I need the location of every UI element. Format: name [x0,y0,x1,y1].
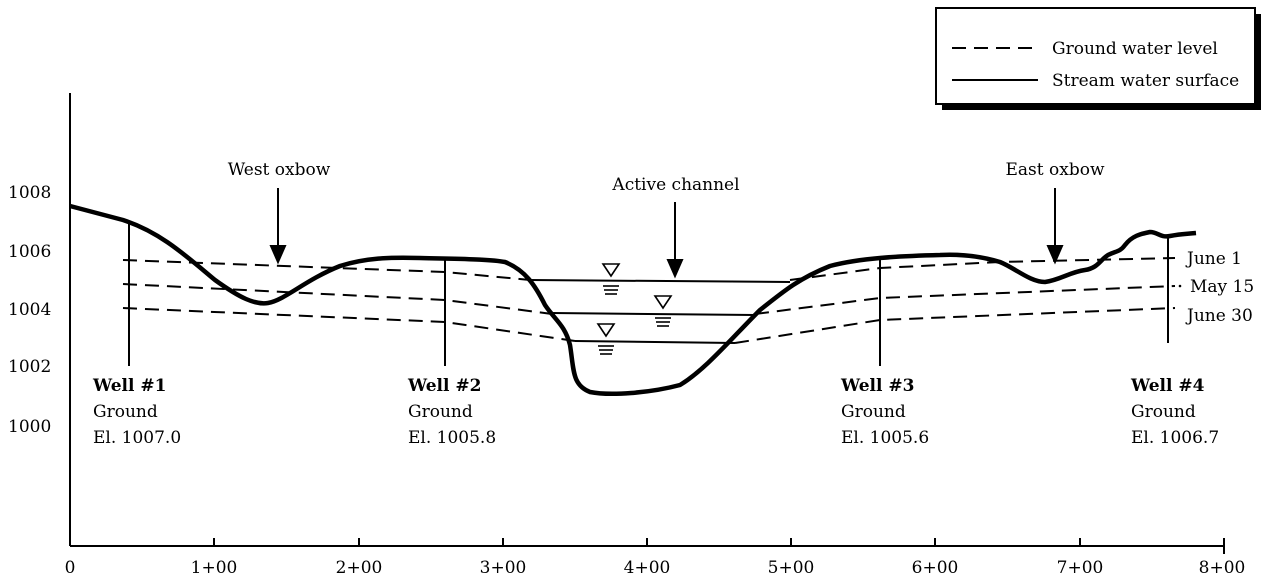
well-lines [128,222,1169,366]
date-label-june1: June 1 [1185,249,1242,269]
east-oxbow-label: East oxbow [1006,160,1105,180]
x-tick-label: 1+00 [191,558,238,577]
x-tick-label: 0 [65,558,76,577]
gw-may15-left [122,283,553,315]
gw-june1-left [122,259,531,281]
axes: 0 1+00 2+00 3+00 4+00 5+00 6+00 7+00 8+0… [8,93,1245,577]
east-oxbow-arrow-head [1046,245,1064,265]
west-oxbow-arrow-head [269,245,287,265]
date-label-june30: June 30 [1185,306,1253,326]
well-4-elevation: El. 1006.7 [1131,428,1219,448]
date-label-may15: May 15 [1190,277,1254,297]
water-surface-symbols [596,263,673,355]
active-channel-label: Active channel [611,175,739,195]
stream-surface-june1 [529,279,791,283]
x-tick-label: 7+00 [1057,558,1104,577]
stream-surfaces [529,279,791,344]
stream-surface-june30 [574,340,736,344]
x-tick-marks [213,538,1225,554]
well-4-ground: Ground [1131,402,1196,422]
stream-surface-may15 [551,312,756,316]
well-3-elevation: El. 1005.6 [841,428,929,448]
well-3-ground: Ground [841,402,906,422]
well-2-elevation: El. 1005.8 [408,428,496,448]
date-dot [1178,284,1182,288]
ground-profile [69,203,1197,397]
well-labels: Well #1 Ground El. 1007.0 Well #2 Ground… [92,376,1219,448]
x-tick-label: 5+00 [768,558,815,577]
west-oxbow-label: West oxbow [228,160,331,180]
water-symbol-icon [601,263,621,295]
legend: Ground water level Stream water surface [935,7,1261,110]
well-4-name: Well #4 [1130,376,1205,396]
y-tick-label: 1002 [8,357,51,377]
y-tick-label: 1006 [8,242,51,262]
legend-groundwater-label: Ground water level [1052,39,1218,59]
legend-box [935,7,1256,105]
y-tick-label: 1008 [8,183,51,203]
water-symbol-icon [596,323,616,355]
x-tick-label: 2+00 [336,558,383,577]
well-2-name: Well #2 [407,376,481,396]
well-1-name: Well #1 [92,376,166,396]
active-channel-arrow-head [666,259,684,279]
x-tick-label: 6+00 [912,558,959,577]
y-tick-label: 1000 [8,417,51,437]
legend-stream-label: Stream water surface [1052,71,1239,91]
well-2-ground: Ground [408,402,473,422]
y-tick-label: 1004 [8,300,51,320]
gw-june30-right [734,307,1176,344]
x-tick-label: 3+00 [480,558,527,577]
x-tick-label: 4+00 [624,558,671,577]
groundwater-lines [122,257,1176,344]
well-1-elevation: El. 1007.0 [93,428,181,448]
gw-june1-right [789,257,1176,281]
gw-june30-left [122,307,576,342]
water-symbol-icon [653,295,673,327]
well-3-name: Well #3 [840,376,914,396]
annotation-arrows [269,188,1064,279]
well-1-ground: Ground [93,402,158,422]
x-tick-label: 8+00 [1199,558,1246,577]
